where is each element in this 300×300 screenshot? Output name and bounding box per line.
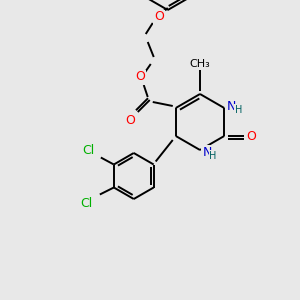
Text: O: O xyxy=(125,113,135,127)
Text: H: H xyxy=(209,151,217,161)
Text: N: N xyxy=(226,100,236,113)
Text: O: O xyxy=(246,130,256,142)
Text: O: O xyxy=(154,11,164,23)
Text: Cl: Cl xyxy=(81,197,93,210)
Text: Cl: Cl xyxy=(83,144,95,157)
Text: CH₃: CH₃ xyxy=(190,59,210,69)
Text: N: N xyxy=(202,146,212,158)
Text: O: O xyxy=(135,70,145,83)
Text: H: H xyxy=(235,105,242,115)
